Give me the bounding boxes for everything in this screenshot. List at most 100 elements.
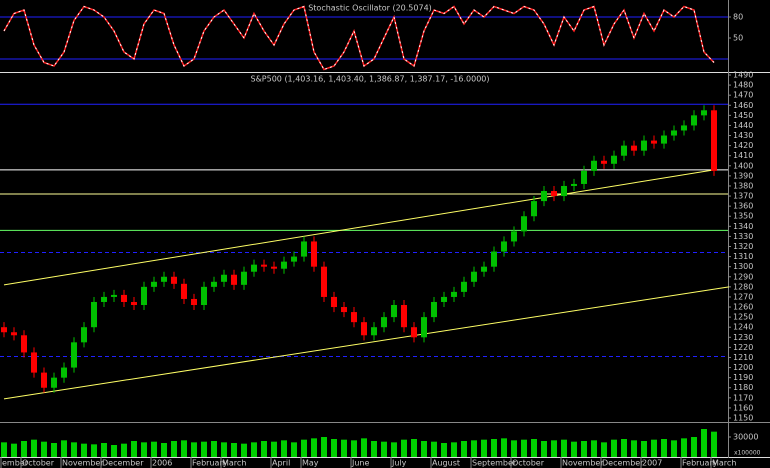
x-tick-label: December <box>602 459 644 468</box>
volume-bar <box>381 441 387 457</box>
candle-body <box>111 294 117 297</box>
volume-bar <box>641 441 647 457</box>
y-tick-label: 1450 <box>733 111 753 120</box>
candle-body <box>161 276 167 282</box>
volume-bar <box>621 439 627 457</box>
x-tick-label: August <box>432 459 460 468</box>
y-tick-label: 1160 <box>733 403 753 412</box>
candle-body <box>101 296 107 302</box>
volume-bar <box>121 443 127 457</box>
y-tick-label: 1230 <box>733 333 753 342</box>
candle-body <box>151 281 157 287</box>
volume-bar <box>181 440 187 457</box>
candle-body <box>521 216 527 232</box>
y-tick-label: 1290 <box>733 272 753 281</box>
volume-bar <box>561 439 567 457</box>
y-tick-label: 1480 <box>733 81 753 90</box>
candle-body <box>171 276 177 284</box>
candle-body <box>711 110 717 171</box>
candle-body <box>191 298 197 306</box>
x-tick-label: 2006 <box>152 459 172 468</box>
candle-body <box>671 130 677 136</box>
candle-body <box>391 305 397 318</box>
candle-body <box>261 264 267 267</box>
candle-body <box>481 266 487 272</box>
y-tick-label: 1460 <box>733 101 753 110</box>
candle-body <box>661 135 667 144</box>
volume-bar <box>311 438 317 457</box>
candle-body <box>511 231 517 242</box>
x-tick-label: November <box>562 459 604 468</box>
y-tick-label: 1380 <box>733 181 753 190</box>
candle-body <box>451 291 457 297</box>
x-tick-label: October <box>512 459 545 468</box>
x-tick-label: April <box>272 459 290 468</box>
volume-bar <box>131 441 137 457</box>
volume-bar <box>201 441 207 457</box>
candle-body <box>1 327 7 333</box>
volume-bar <box>71 442 77 457</box>
candle-body <box>651 140 657 144</box>
y-tick-label: 1310 <box>733 252 753 261</box>
candle-body <box>231 274 237 285</box>
volume-bar <box>341 439 347 457</box>
candle-body <box>311 241 317 267</box>
y-tick-label: 1490 <box>733 71 753 80</box>
y-tick-label: 1340 <box>733 222 753 231</box>
y-tick-label: 1270 <box>733 292 753 301</box>
volume-bar <box>571 441 577 457</box>
y-tick-label: 1190 <box>733 373 753 382</box>
candle-body <box>691 115 697 126</box>
volume-bar <box>701 429 707 457</box>
candle-body <box>281 261 287 269</box>
x-tick-label: March <box>712 459 736 468</box>
y-tick-label: 1400 <box>733 161 753 170</box>
volume-bar <box>391 442 397 457</box>
volume-bar <box>411 439 417 457</box>
y-tick-label: 1470 <box>733 91 753 100</box>
volume-bar <box>491 439 497 457</box>
candle-body <box>201 286 207 306</box>
candle-body <box>501 241 507 252</box>
volume-bar <box>101 443 107 457</box>
x-tick-label: February <box>192 459 228 468</box>
x-tick-label: May <box>302 459 319 468</box>
volume-bar <box>91 444 97 457</box>
volume-bar <box>451 442 457 457</box>
candle-body <box>331 296 337 308</box>
candle-body <box>641 140 647 151</box>
candle-body <box>601 160 607 164</box>
candle-body <box>531 201 537 217</box>
candle-body <box>491 251 497 267</box>
candle-body <box>581 170 587 184</box>
candle-body <box>51 377 57 388</box>
candle-body <box>621 145 627 156</box>
candle-body <box>471 271 477 282</box>
x-tick-label: September <box>472 459 517 468</box>
candle-body <box>571 183 577 186</box>
volume-bar <box>331 439 337 457</box>
candle-body <box>361 322 367 336</box>
x-tick-label: December <box>102 459 144 468</box>
volume-bar <box>301 439 307 457</box>
candle-body <box>591 160 597 171</box>
volume-bar <box>541 441 547 457</box>
volume-bar <box>461 441 467 457</box>
volume-bar <box>651 439 657 457</box>
candle-body <box>541 191 547 202</box>
volume-bar <box>471 440 477 457</box>
y-tick-label: 1330 <box>733 232 753 241</box>
volume-bar <box>431 441 437 457</box>
trend-line <box>3 286 730 400</box>
y-tick-label: 80 <box>733 13 743 22</box>
y-tick-label: 1430 <box>733 131 753 140</box>
volume-bar <box>421 441 427 457</box>
volume-bar <box>21 441 27 457</box>
volume-bar <box>191 442 197 457</box>
candle-body <box>61 367 67 378</box>
y-tick-label: 1200 <box>733 363 753 372</box>
volume-unit: x100000 <box>734 450 761 457</box>
candle-body <box>241 271 247 285</box>
candle-body <box>31 352 37 373</box>
y-tick-label: 1350 <box>733 212 753 221</box>
